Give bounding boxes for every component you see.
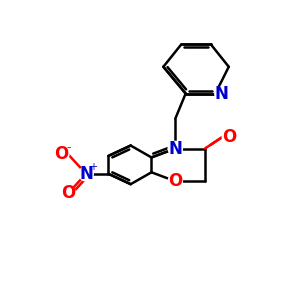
Text: O: O bbox=[222, 128, 236, 146]
Circle shape bbox=[168, 174, 182, 188]
Text: +: + bbox=[88, 162, 97, 172]
Text: O: O bbox=[168, 172, 182, 190]
Circle shape bbox=[222, 130, 236, 144]
Text: N: N bbox=[79, 165, 93, 183]
Text: N: N bbox=[168, 140, 182, 158]
Circle shape bbox=[79, 167, 93, 181]
Circle shape bbox=[168, 141, 182, 156]
Text: O: O bbox=[61, 184, 75, 202]
Text: O: O bbox=[55, 146, 69, 164]
Text: N: N bbox=[215, 85, 229, 103]
Circle shape bbox=[215, 86, 229, 101]
Circle shape bbox=[61, 186, 75, 200]
Text: -: - bbox=[66, 141, 70, 154]
Circle shape bbox=[55, 147, 69, 162]
